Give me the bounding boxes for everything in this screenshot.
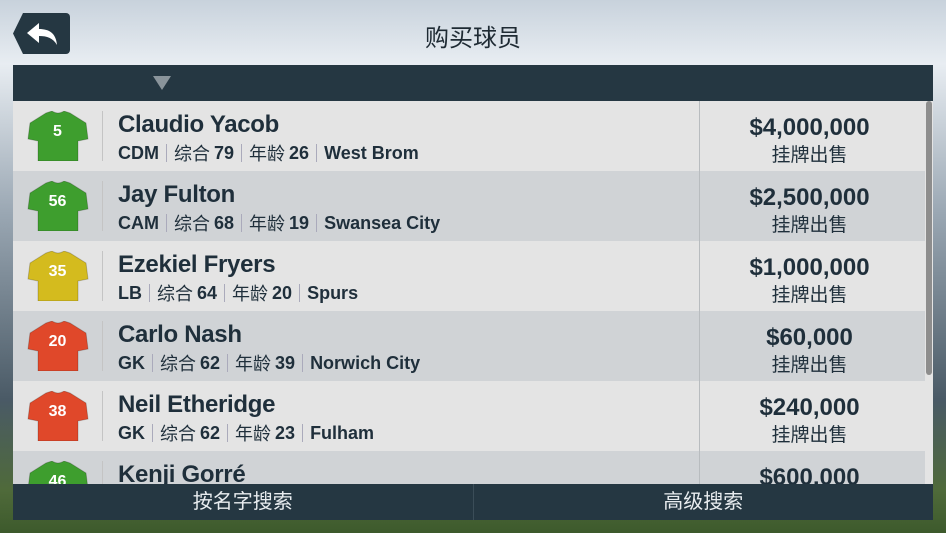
age-label: 年龄 [232,284,269,304]
player-meta: LB 综合 64 年龄 20 Spurs [118,280,699,306]
player-price: $2,500,000 [749,184,870,211]
bottom-bar: 按名字搜索 高级搜索 [13,484,933,520]
listing-status: 挂牌出售 [771,355,848,376]
age-label: 年龄 [235,354,272,374]
player-price: $600,000 [759,464,860,484]
listing-status: 挂牌出售 [771,215,848,236]
page-title: 购买球员 [425,25,521,52]
overall-label: 综合 [160,354,196,374]
player-name: Kenji Gorré [118,461,246,484]
list-header [13,65,933,101]
player-price: $60,000 [766,324,853,351]
player-row[interactable]: 35 Ezekiel Fryers LB 综合 64 年龄 20 Spurs $1,… [13,241,933,311]
player-age: 20 [272,282,293,303]
player-overall: 62 [200,352,221,373]
jersey-number: 38 [48,403,67,420]
jersey-icon: 46 [26,461,90,484]
scrollbar-thumb[interactable] [926,101,932,375]
player-name: Ezekiel Fryers [118,251,276,278]
player-list-panel: 5 Claudio Yacob CDM 综合 79 年龄 26 West Brom … [13,65,933,520]
player-name: Claudio Yacob [118,111,280,138]
listing-status: 挂牌出售 [771,145,848,166]
overall-label: 综合 [174,144,210,164]
player-position: CDM [118,142,159,163]
jersey-icon: 38 [26,391,90,441]
player-name: Carlo Nash [118,321,242,348]
jersey-icon: 20 [26,321,90,371]
listing-status: 挂牌出售 [771,285,848,306]
age-label: 年龄 [235,424,272,444]
player-meta: GK 综合 62 年龄 23 Fulham [118,420,699,446]
player-list: 5 Claudio Yacob CDM 综合 79 年龄 26 West Brom … [13,101,933,484]
player-price: $4,000,000 [749,114,870,141]
sort-down-triangle-icon[interactable] [153,76,171,90]
age-label: 年龄 [249,144,286,164]
player-age: 26 [289,142,310,163]
scrollbar[interactable] [925,101,933,484]
player-age: 23 [275,422,296,443]
overall-label: 综合 [174,214,210,234]
jersey-number: 35 [48,263,67,280]
player-price: $240,000 [759,394,860,421]
player-overall: 62 [200,422,221,443]
player-row[interactable]: 5 Claudio Yacob CDM 综合 79 年龄 26 West Brom … [13,101,933,171]
back-button[interactable] [13,13,70,54]
player-meta: GK 综合 62 年龄 39 Norwich City [118,350,699,376]
player-meta: CAM 综合 68 年龄 19 Swansea City [118,210,699,236]
age-label: 年龄 [249,214,286,234]
player-price: $1,000,000 [749,254,870,281]
player-row[interactable]: 20 Carlo Nash GK 综合 62 年龄 39 Norwich City … [13,311,933,381]
player-position: CAM [118,212,159,233]
player-age: 39 [275,352,296,373]
jersey-number: 56 [48,193,67,210]
jersey-icon: 5 [26,111,90,161]
jersey-number: 46 [48,473,67,484]
advanced-search-button[interactable]: 高级搜索 [663,491,744,513]
jersey-number: 20 [48,333,67,350]
player-overall: 64 [197,282,218,303]
player-row[interactable]: 56 Jay Fulton CAM 综合 68 年龄 19 Swansea City… [13,171,933,241]
player-overall: 68 [214,212,235,233]
player-name: Jay Fulton [118,181,236,208]
jersey-number: 5 [53,123,62,140]
player-club: West Brom [324,142,419,163]
player-name: Neil Etheridge [118,391,276,418]
player-row[interactable]: 38 Neil Etheridge GK 综合 62 年龄 23 Fulham $2… [13,381,933,451]
jersey-icon: 35 [26,251,90,301]
overall-label: 综合 [160,424,196,444]
player-club: Fulham [310,422,375,443]
overall-label: 综合 [157,284,193,304]
player-position: GK [118,422,145,443]
player-club: Swansea City [324,212,441,233]
back-arrow-icon [26,22,57,45]
player-position: LB [118,282,142,303]
player-row[interactable]: 46 Kenji Gorré $600,000 [13,451,933,484]
player-club: Spurs [307,282,359,303]
jersey-icon: 56 [26,181,90,231]
player-overall: 79 [214,142,235,163]
listing-status: 挂牌出售 [771,425,848,446]
player-position: GK [118,352,145,373]
player-meta: CDM 综合 79 年龄 26 West Brom [118,140,699,166]
search-by-name-button[interactable]: 按名字搜索 [13,484,474,520]
player-club: Norwich City [310,352,421,373]
player-age: 19 [289,212,310,233]
